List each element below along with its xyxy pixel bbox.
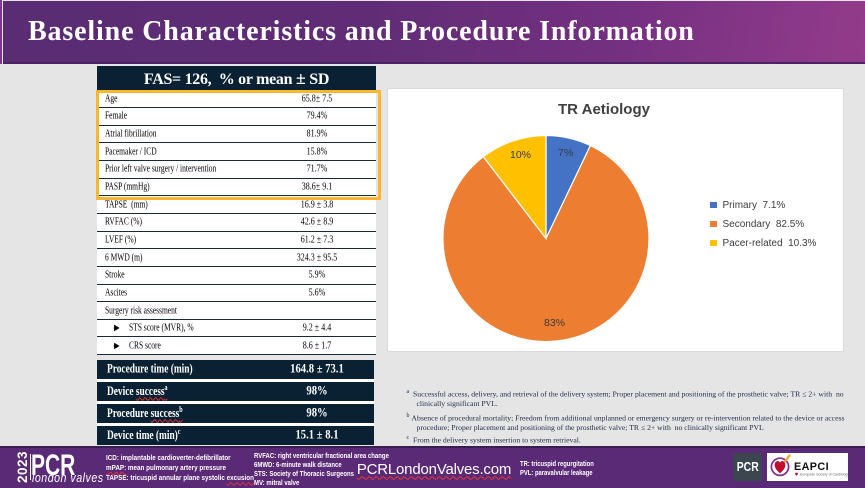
svg-text:EAPCI: EAPCI bbox=[794, 461, 829, 473]
svg-text:European Society of Cardiology: European Society of Cardiology bbox=[800, 473, 848, 477]
